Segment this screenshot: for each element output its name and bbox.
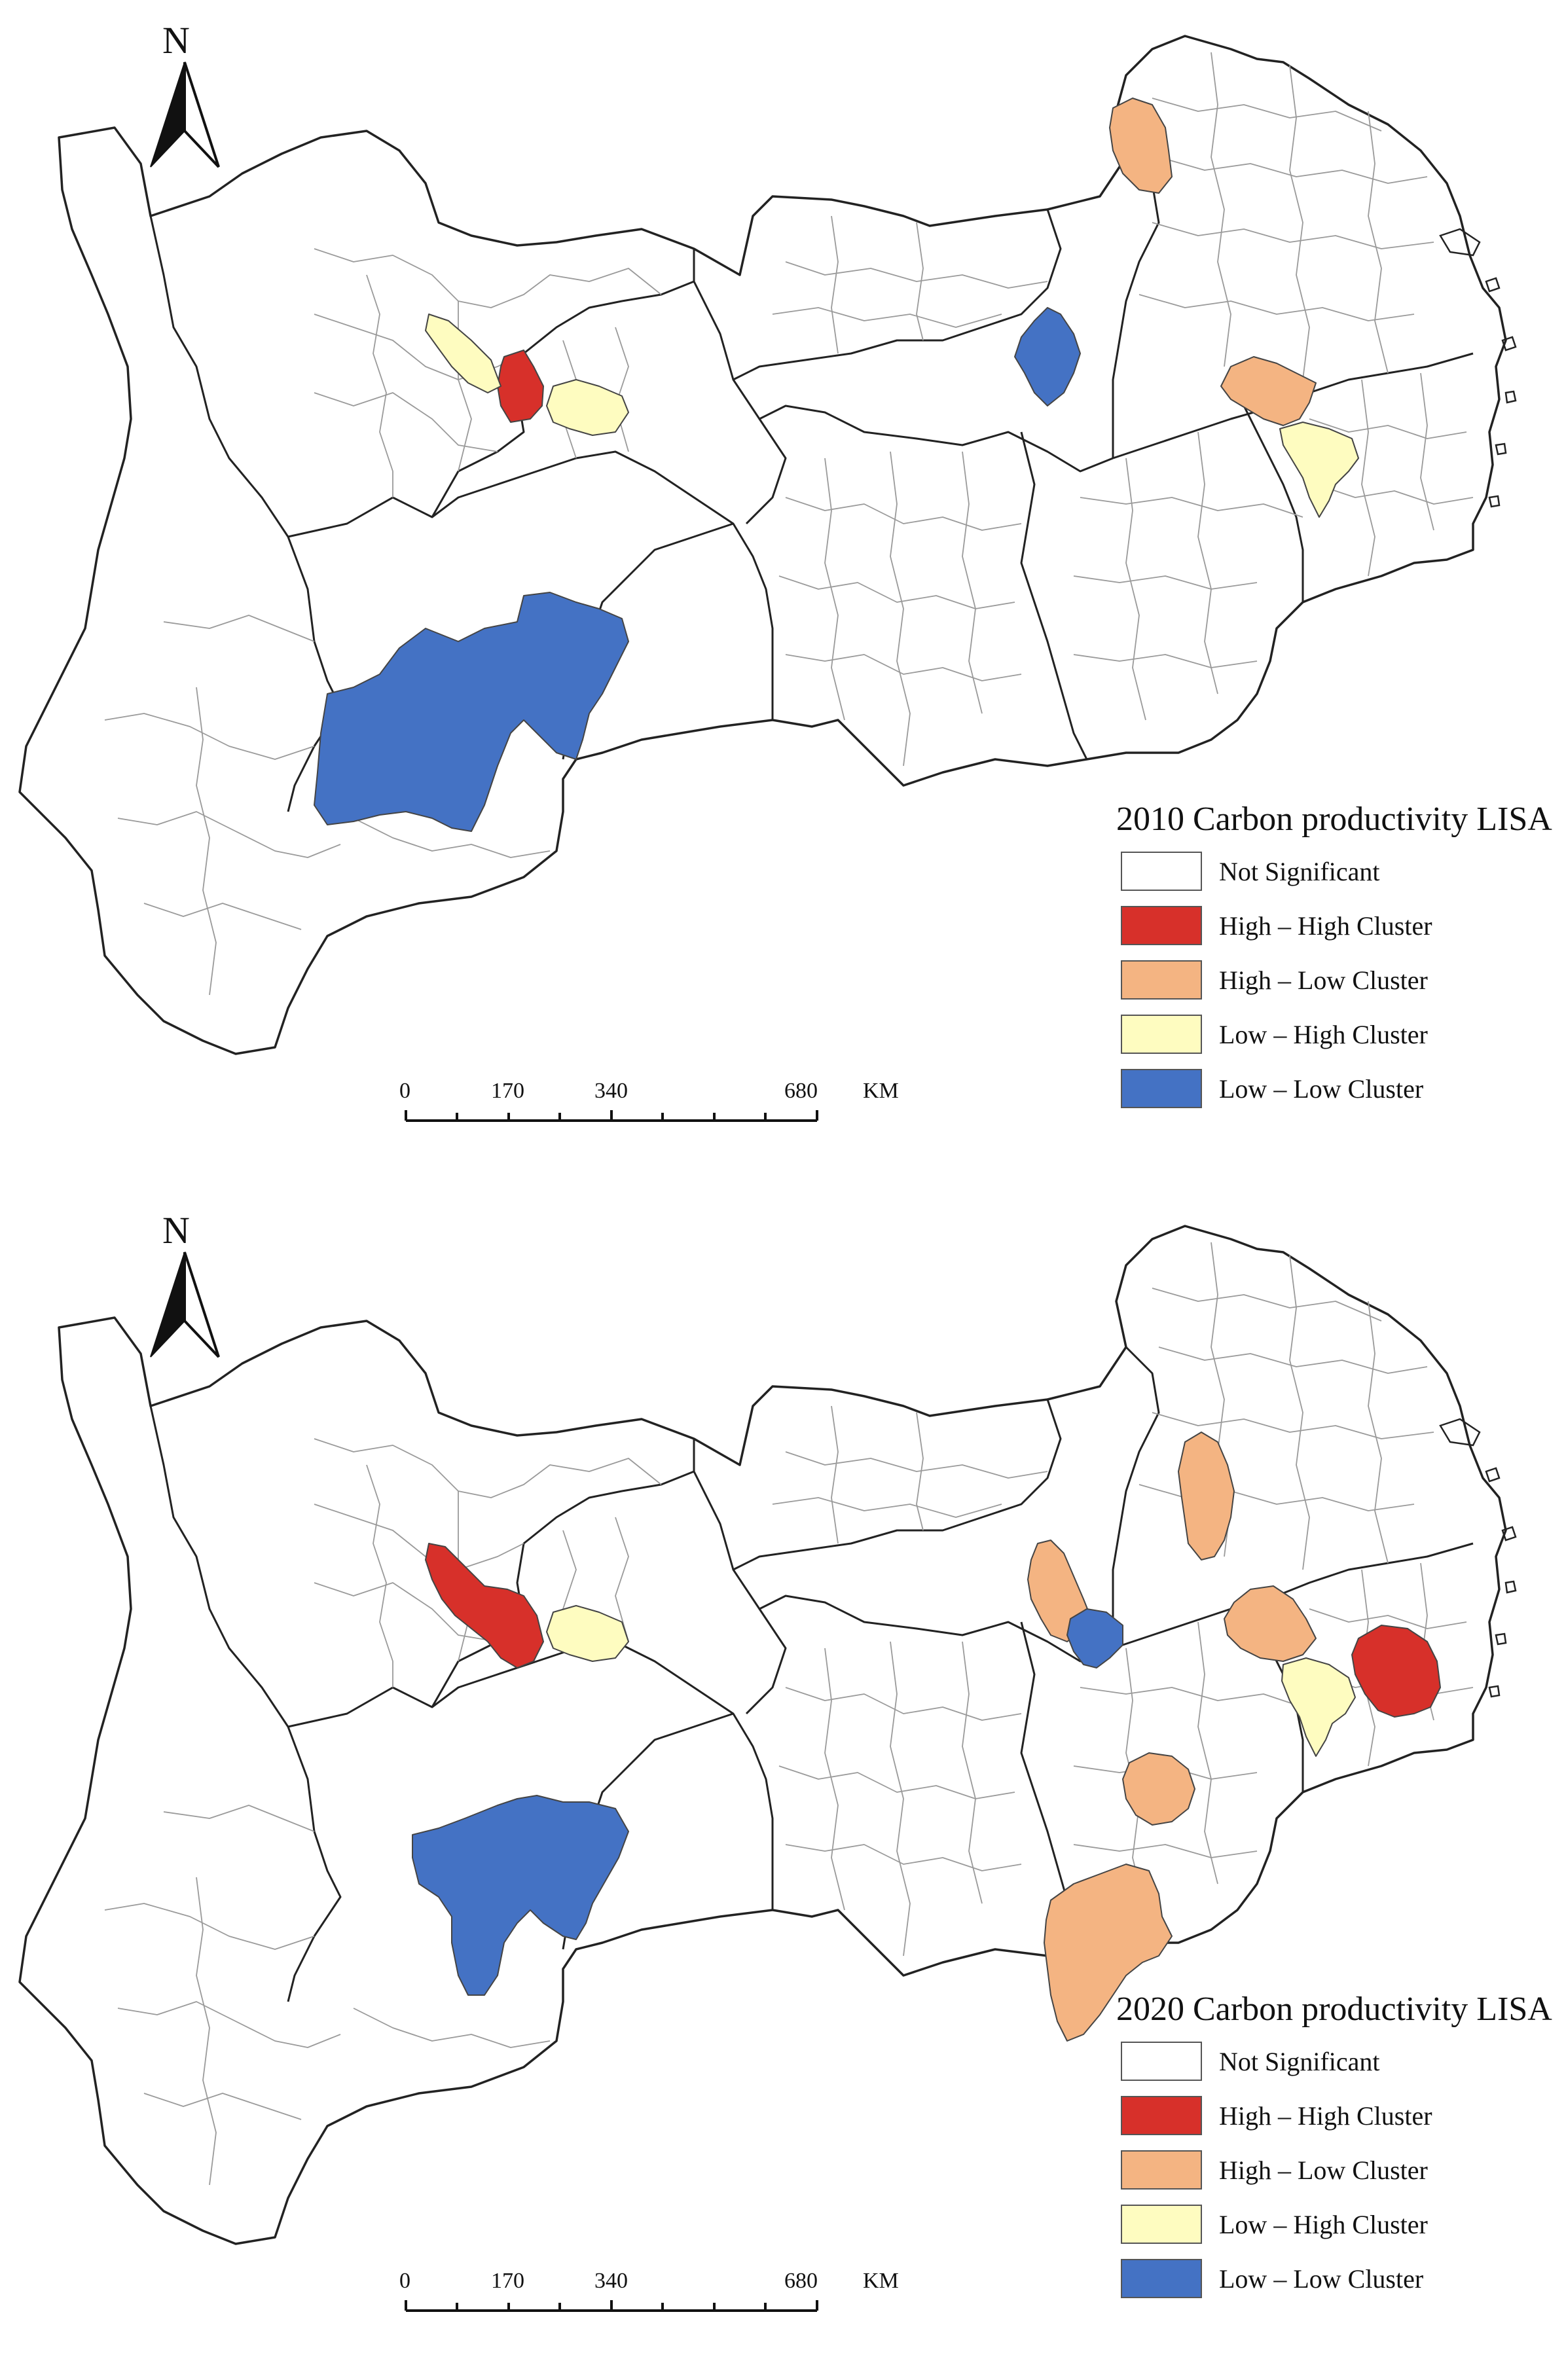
legend-label: Low – High Cluster [1219,1019,1428,1049]
region-high-low-cluster [1178,1432,1235,1560]
legend-swatch [1121,2096,1202,2135]
region-high-high-cluster [1351,1625,1441,1718]
legend-label: High – Low Cluster [1219,2155,1428,2185]
legend-swatch [1121,2150,1202,2190]
scale-tick-0: 0 [399,1079,410,1103]
legend-title-2010: 2010 Carbon productivity LISA [1116,801,1552,838]
legend-swatch [1121,2259,1202,2298]
scale-unit: KM [863,1079,899,1103]
legend-label: Not Significant [1219,2046,1380,2076]
legend-label: Not Significant [1219,856,1380,886]
legend-swatch [1121,960,1202,1000]
region-low-low-cluster [412,1795,629,1996]
scale-tick-0: 0 [399,2269,410,2293]
scale-tick-170: 170 [491,2269,524,2293]
map-panel-2020: N 0 170 340 680 KM 2020 Carbon productiv… [0,1190,1566,2380]
legend-swatch [1121,1015,1202,1054]
region-low-low-cluster [314,592,629,832]
legend-swatch [1121,852,1202,891]
scale-tick-680: 680 [784,1079,818,1103]
legend-label: High – Low Cluster [1219,965,1428,995]
legend-item-high-low: High – Low Cluster [1121,960,1432,1000]
region-high-low-cluster [1220,356,1317,426]
legend-label: Low – Low Cluster [1219,2263,1424,2294]
region-high-low-cluster [1224,1585,1317,1662]
legend-item-high-low: High – Low Cluster [1121,2150,1432,2190]
legend-label: Low – Low Cluster [1219,1073,1424,1104]
region-high-low-cluster [1044,1864,1173,2042]
region-high-low-cluster [1122,1752,1195,1826]
legend-item-not-significant: Not Significant [1121,851,1432,892]
region-low-low-cluster [1014,307,1081,406]
scale-tick-680: 680 [784,2269,818,2293]
legend-item-low-low: Low – Low Cluster [1121,1068,1432,1109]
legend-item-low-high: Low – High Cluster [1121,2204,1432,2245]
region-high-low-cluster [1109,98,1173,194]
legend-2010: Not Significant High – High Cluster High… [1121,851,1432,1123]
legend-item-high-high: High – High Cluster [1121,2095,1432,2136]
legend-item-low-low: Low – Low Cluster [1121,2258,1432,2299]
region-low-high-cluster [1279,422,1359,518]
map-2010 [18,35,1517,1122]
legend-item-not-significant: Not Significant [1121,2041,1432,2082]
legend-label: High – High Cluster [1219,2101,1432,2131]
region-low-high-cluster [1281,1657,1356,1757]
legend-label: High – High Cluster [1219,911,1432,941]
scale-tick-170: 170 [491,1079,524,1103]
legend-item-low-high: Low – High Cluster [1121,1014,1432,1055]
legend-swatch [1121,906,1202,945]
legend-item-high-high: High – High Cluster [1121,905,1432,946]
map-2020 [18,1225,1517,2312]
north-label: N [162,19,190,62]
legend-2020: Not Significant High – High Cluster High… [1121,2041,1432,2313]
legend-swatch [1121,1069,1202,1108]
region-low-low-cluster [1066,1608,1123,1668]
scale-unit: KM [863,2269,899,2293]
scale-tick-340: 340 [594,1079,628,1103]
legend-title-2020: 2020 Carbon productivity LISA [1116,1991,1552,2028]
region-high-high-cluster [425,1543,544,1668]
region-low-high-cluster [546,379,629,436]
map-panel-2010: N 0 170 340 680 KM 2010 Carbon productiv… [18,19,1552,1123]
scale-tick-340: 340 [594,2269,628,2293]
north-label: N [162,1209,190,1252]
legend-swatch [1121,2205,1202,2244]
legend-swatch [1121,2042,1202,2081]
legend-label: Low – High Cluster [1219,2209,1428,2239]
region-low-high-cluster [546,1605,629,1662]
region-low-high-cluster [425,314,501,393]
